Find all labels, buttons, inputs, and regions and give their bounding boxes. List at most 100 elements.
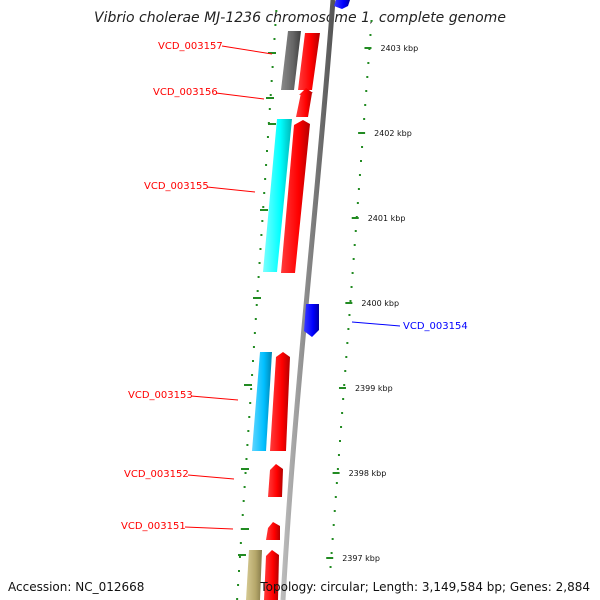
ruler-dot	[331, 538, 334, 540]
gene-feature-top	[334, 0, 350, 9]
gene-arrow-bottom	[264, 550, 279, 600]
ruler-dot	[370, 20, 373, 22]
leader-line-VCD_003152	[187, 474, 235, 480]
ruler-dot	[339, 440, 341, 442]
ruler-dot	[349, 300, 352, 302]
scale-tick	[332, 472, 340, 474]
inner-dot	[274, 24, 277, 26]
inner-tick	[241, 528, 249, 530]
ruler-dot	[351, 272, 354, 274]
ruler-dot	[340, 426, 343, 428]
leader-line-VCD_003154	[351, 321, 401, 327]
ruler-dot	[347, 328, 350, 330]
gene-arrow-VCD_003155	[281, 120, 310, 273]
inner-dot	[259, 248, 262, 250]
scale-label: 2401 kbp	[368, 214, 406, 223]
leader-line-VCD_003156	[215, 92, 265, 100]
inner-dot	[253, 332, 256, 334]
scale-label: 2402 kbp	[374, 129, 412, 138]
leader-line-VCD_003153	[190, 395, 239, 401]
inner-dot	[273, 38, 276, 40]
inner-dot	[268, 108, 271, 110]
ruler-dot	[333, 510, 336, 512]
inner-dot	[245, 458, 248, 460]
topology-summary: Topology: circular; Length: 3,149,584 bp…	[260, 580, 590, 594]
inner-tick	[266, 97, 274, 99]
leader-line-VCD_003157	[221, 45, 273, 55]
ruler-dot	[363, 118, 366, 120]
inner-dot	[237, 584, 240, 586]
ruler-dot	[346, 342, 349, 344]
gene-arrow-VCD_003157	[298, 33, 320, 90]
gene-label-VCD_003154[interactable]: VCD_003154	[403, 321, 468, 332]
inner-tick	[268, 123, 276, 125]
gene-label-VCD_003157[interactable]: VCD_003157	[158, 41, 223, 52]
inner-dot	[260, 234, 263, 236]
inner-tick	[238, 554, 246, 556]
ruler-dot	[334, 496, 337, 498]
ruler-dot	[344, 370, 347, 372]
scale-label: 2400 kbp	[361, 299, 399, 308]
gene-track-VCD_003157	[281, 31, 301, 90]
inner-dot	[238, 556, 241, 558]
ruler-dot	[342, 398, 345, 400]
inner-dot	[248, 416, 251, 418]
inner-dot	[242, 500, 245, 502]
gene-label-VCD_003151[interactable]: VCD_003151	[121, 521, 186, 532]
inner-dot	[236, 598, 239, 600]
ruler-dot	[352, 258, 355, 260]
ruler-dot	[365, 90, 368, 92]
inner-dot	[265, 164, 268, 166]
gene-label-VCD_003156[interactable]: VCD_003156	[153, 87, 218, 98]
gene-arrow-VCD_003156	[296, 88, 313, 117]
ruler-dot	[361, 146, 364, 148]
ruler-dot	[357, 188, 360, 190]
ruler-dot	[332, 524, 335, 526]
inner-dot	[257, 276, 260, 278]
scale-tick	[338, 387, 346, 389]
inner-tick	[253, 297, 261, 299]
scale-label: 2399 kbp	[355, 384, 393, 393]
gene-features	[246, 31, 320, 600]
scale-label: 2398 kbp	[349, 469, 387, 478]
gene-track-bottom	[246, 550, 262, 600]
ruler-dot	[335, 482, 338, 484]
inner-dot	[244, 472, 247, 474]
ruler-dot	[353, 244, 356, 246]
scale-tick	[326, 557, 334, 559]
scale-tick	[358, 132, 366, 134]
inner-dot	[251, 374, 254, 376]
scale-tick	[364, 47, 372, 49]
gene-label-VCD_003155[interactable]: VCD_003155	[144, 181, 209, 192]
gene-label-VCD_003153[interactable]: VCD_003153	[128, 390, 193, 401]
inner-dot	[266, 136, 269, 138]
gene-label-VCD_003152[interactable]: VCD_003152	[124, 469, 189, 480]
inner-dot	[258, 262, 261, 264]
gene-track-VCD_003155	[263, 119, 292, 272]
inner-dot	[250, 388, 253, 390]
inner-tick	[260, 209, 268, 211]
inner-dot	[252, 360, 254, 362]
gene-track-VCD_003153	[252, 352, 272, 451]
ruler-dot	[350, 286, 353, 288]
ruler-dot	[337, 454, 340, 456]
ruler-dot	[358, 174, 361, 176]
inner-dot	[269, 94, 272, 96]
chromosome-backbone	[280, 0, 336, 600]
ruler-dot	[354, 230, 357, 232]
ruler-dot	[341, 412, 344, 414]
inner-dot	[238, 570, 240, 572]
ruler-dot	[367, 62, 370, 64]
inner-dot	[264, 178, 267, 180]
ruler-dot	[356, 202, 359, 204]
gene-labels: VCD_003157 VCD_003156 VCD_003155 VCD_003154…	[121, 41, 468, 532]
inner-dot	[263, 192, 266, 194]
inner-dot	[262, 206, 265, 208]
leader-line-VCD_003155	[206, 186, 256, 193]
gene-arrow-VCD_003153	[270, 352, 290, 451]
inner-dot	[266, 150, 268, 152]
scale-marks: 2403 kbp 2402 kbp 2401 kbp 2400 kbp 2399 kbp…	[326, 44, 418, 563]
gene-arrow-VCD_003151	[266, 522, 280, 540]
inner-dot	[255, 304, 258, 306]
